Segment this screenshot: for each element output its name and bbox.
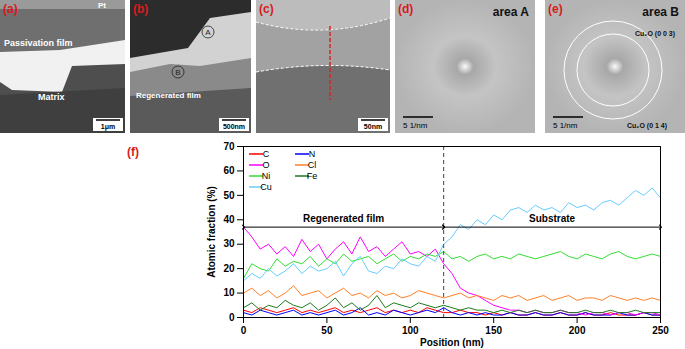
svg-text:O: O [262,160,269,170]
svg-text:Cl: Cl [308,160,317,170]
svg-text:Fe: Fe [307,171,318,181]
svg-text:50nm: 50nm [364,123,382,130]
svg-text:50: 50 [321,325,333,336]
svg-text:Pt: Pt [98,1,106,10]
svg-text:area B: area B [642,5,679,19]
svg-text:(e): (e) [548,2,563,16]
svg-text:(a): (a) [3,2,18,16]
svg-text:(b): (b) [133,2,148,16]
svg-text:Matrix: Matrix [38,92,65,102]
svg-text:500nm: 500nm [223,123,245,130]
svg-text:150: 150 [485,325,502,336]
svg-text:100: 100 [402,325,419,336]
svg-text:Passivation film: Passivation film [4,38,73,48]
svg-text:5 1/nm: 5 1/nm [553,121,578,130]
svg-text:10: 10 [223,287,235,298]
svg-text:30: 30 [223,238,235,249]
svg-text:A: A [205,28,211,37]
svg-text:Regenerated film: Regenerated film [136,91,201,100]
svg-text:B: B [175,68,180,77]
svg-text:5 1/nm: 5 1/nm [403,121,428,130]
svg-text:250: 250 [652,325,669,336]
svg-text:70: 70 [223,141,235,152]
svg-text:0: 0 [229,312,235,323]
svg-text:Substrate: Substrate [529,213,576,224]
svg-text:(c): (c) [259,2,274,16]
svg-text:Cu: Cu [260,182,272,192]
svg-text:60: 60 [223,165,235,176]
svg-text:Cu₂O (0 1 4): Cu₂O (0 1 4) [627,122,667,130]
svg-text:(f): (f) [127,145,139,159]
svg-text:200: 200 [569,325,586,336]
svg-text:0: 0 [241,325,247,336]
svg-text:50: 50 [223,190,235,201]
svg-text:1μm: 1μm [101,123,115,131]
svg-text:40: 40 [223,214,235,225]
svg-text:Cu₂O (0 0 3): Cu₂O (0 0 3) [635,30,675,38]
svg-text:Ni: Ni [262,171,271,181]
svg-text:N: N [309,149,316,159]
svg-text:Atomic fraction (%): Atomic fraction (%) [206,186,217,278]
svg-text:20: 20 [223,263,235,274]
svg-text:area A: area A [493,5,530,19]
svg-text:Regenerated film: Regenerated film [303,213,384,224]
svg-text:C: C [263,149,270,159]
svg-text:(d): (d) [398,2,413,16]
svg-text:Position (nm): Position (nm) [420,337,484,348]
